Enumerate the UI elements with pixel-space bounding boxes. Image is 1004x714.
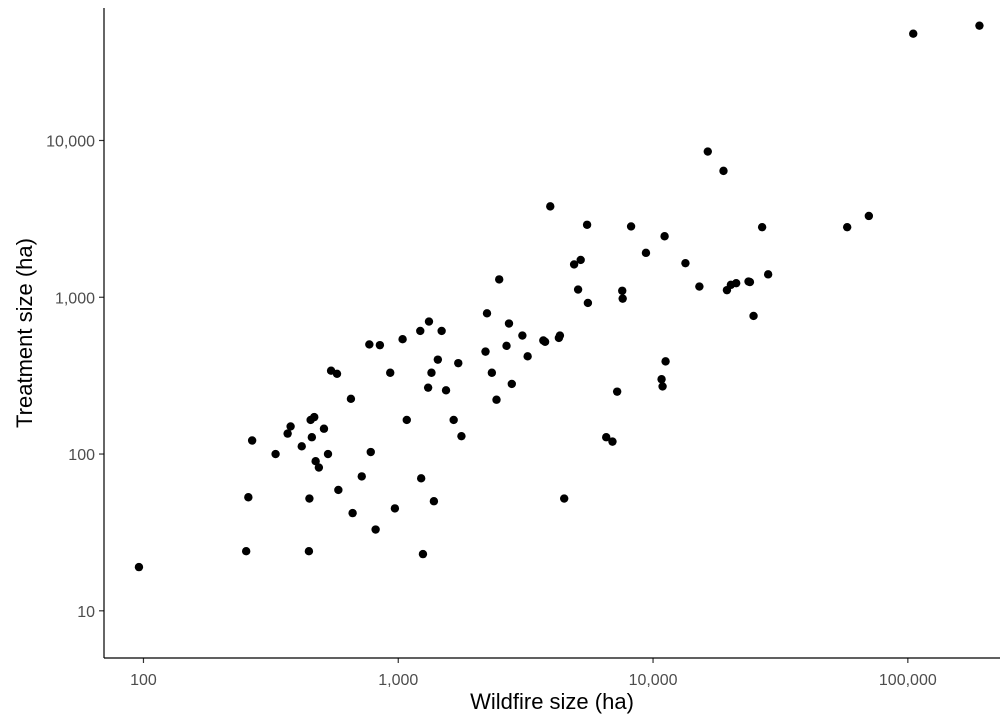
data-point (555, 331, 565, 340)
data-point (523, 352, 532, 361)
data-point (569, 260, 579, 269)
x-tick-label: 10,000 (629, 672, 678, 689)
data-point (504, 319, 514, 328)
data-point (695, 282, 704, 291)
data-point (286, 422, 295, 431)
data-point (975, 21, 984, 30)
data-point (719, 166, 728, 176)
data-point (398, 335, 407, 344)
data-point (134, 562, 144, 572)
data-point (626, 222, 636, 231)
x-tick-label: 100 (130, 672, 157, 689)
data-point (492, 395, 501, 404)
data-point (375, 340, 385, 350)
data-point (518, 331, 527, 340)
data-point (416, 474, 426, 483)
data-point (482, 309, 492, 318)
y-axis-ticks: 10 100 1,000 10,000 (46, 133, 104, 621)
data-point (310, 412, 319, 422)
data-point (573, 285, 583, 294)
data-point (365, 340, 374, 349)
data-point (346, 394, 356, 404)
data-point (424, 317, 434, 326)
data-point (323, 449, 333, 459)
data-point (429, 497, 439, 506)
data-point (366, 447, 375, 457)
data-point (297, 442, 306, 451)
data-points (134, 21, 984, 572)
data-point (433, 355, 443, 364)
data-point (441, 386, 451, 395)
data-point (390, 504, 400, 513)
data-point (502, 341, 511, 351)
data-point (507, 379, 516, 389)
data-point (495, 275, 504, 284)
y-tick-label: 10,000 (46, 133, 95, 150)
data-point (757, 222, 767, 232)
data-point (864, 211, 874, 221)
data-point (842, 222, 852, 232)
data-point (612, 387, 622, 396)
data-point (304, 546, 314, 556)
data-point (559, 494, 569, 503)
data-point (457, 431, 466, 441)
data-point (487, 368, 497, 377)
x-tick-label: 100,000 (879, 672, 937, 689)
data-point (681, 258, 690, 268)
data-point (423, 383, 433, 392)
data-point (454, 358, 463, 368)
data-point (583, 298, 593, 308)
data-point (305, 494, 314, 503)
data-point (660, 232, 669, 241)
data-point (418, 549, 428, 559)
data-point (641, 248, 651, 258)
x-tick-label: 1,000 (378, 672, 418, 689)
data-point (437, 326, 446, 336)
data-point (618, 294, 627, 303)
data-point (602, 433, 611, 442)
data-point (271, 449, 280, 459)
data-point (319, 424, 329, 433)
data-point (909, 29, 918, 38)
data-point (357, 472, 366, 481)
x-axis-ticks: 100 1,000 10,000 100,000 (130, 658, 937, 689)
data-point (314, 463, 324, 472)
data-point (657, 375, 666, 384)
data-point (703, 147, 712, 156)
y-axis-title: Treatment size (ha) (12, 238, 37, 428)
data-point (749, 311, 758, 321)
data-point (449, 415, 458, 425)
data-point (334, 485, 343, 495)
data-point (582, 220, 592, 229)
data-point (481, 347, 490, 356)
data-point (546, 202, 555, 211)
data-point (386, 368, 395, 377)
data-point (576, 255, 585, 265)
data-point (307, 433, 317, 442)
data-point (241, 546, 251, 556)
x-axis-title: Wildfire size (ha) (470, 689, 634, 714)
data-point (618, 286, 627, 295)
data-point (763, 270, 773, 279)
y-tick-label: 10 (77, 604, 95, 621)
data-point (332, 369, 342, 378)
data-point (731, 278, 741, 288)
data-point (608, 437, 617, 446)
data-point (283, 429, 292, 438)
data-point (427, 368, 436, 377)
data-point (416, 326, 425, 336)
data-point (658, 382, 667, 391)
data-point (661, 357, 670, 366)
data-point (244, 493, 253, 502)
data-point (348, 508, 357, 518)
data-point (247, 436, 257, 445)
y-tick-label: 1,000 (55, 290, 95, 307)
data-point (311, 457, 320, 466)
y-tick-label: 100 (68, 447, 95, 464)
data-point (371, 525, 380, 534)
data-point (540, 337, 550, 346)
data-point (745, 277, 755, 287)
data-point (402, 415, 411, 425)
